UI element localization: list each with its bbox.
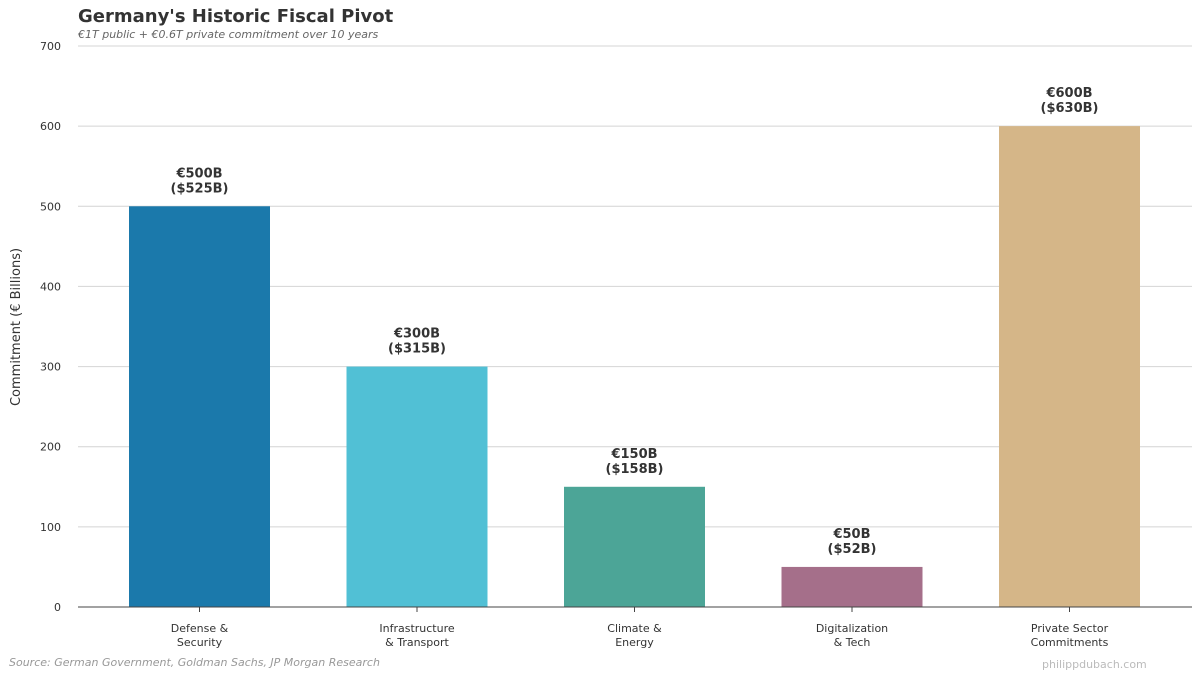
data-label: €150B [610, 447, 657, 462]
x-tick-label: Defense & [171, 622, 229, 635]
y-tick-label: 0 [54, 601, 61, 614]
data-label: €50B [832, 527, 870, 542]
x-tick-label: Security [177, 636, 223, 649]
data-label: ($525B) [171, 181, 229, 196]
bar [564, 486, 705, 607]
y-axis-ticks: 0 100 200 300 400 500 600 700 [40, 40, 61, 614]
bars [129, 126, 1140, 608]
y-tick-label: 200 [40, 441, 61, 454]
data-label: ($158B) [606, 462, 664, 477]
data-label: €600B [1045, 86, 1092, 101]
data-label: ($52B) [828, 542, 877, 557]
y-tick-label: 400 [40, 280, 61, 293]
x-tick-label: Climate & [607, 622, 662, 635]
bar [999, 126, 1140, 608]
x-tick-label: & Tech [834, 636, 871, 649]
x-tick-label: Private Sector [1031, 622, 1109, 635]
source-note: Source: German Government, Goldman Sachs… [9, 656, 380, 669]
y-axis-label: Commitment (€ Billions) [9, 248, 24, 406]
x-tick-label: Infrastructure [379, 622, 455, 635]
data-label: ($315B) [388, 342, 446, 357]
y-tick-label: 100 [40, 521, 61, 534]
x-tick-label: & Transport [385, 636, 449, 649]
bar [781, 566, 923, 607]
x-tick-label: Energy [615, 636, 654, 649]
data-label: €500B [175, 166, 222, 181]
bar [129, 206, 270, 608]
x-tick-label: Digitalization [816, 622, 888, 635]
chart-subtitle: €1T public + €0.6T private commitment ov… [78, 28, 379, 41]
bar [346, 366, 488, 607]
x-axis-ticks: Defense &Security Infrastructure& Transpo… [171, 607, 1109, 649]
data-label: ($630B) [1041, 101, 1099, 116]
chart-title: Germany's Historic Fiscal Pivot [78, 6, 394, 27]
data-labels: €500B($525B) €300B($315B) €150B($158B) €50B… [171, 86, 1099, 557]
data-label: €300B [393, 327, 440, 342]
y-tick-label: 300 [40, 361, 61, 374]
y-tick-label: 500 [40, 200, 61, 213]
y-tick-label: 600 [40, 120, 61, 133]
y-tick-label: 700 [40, 40, 61, 53]
watermark: philippdubach.com [1042, 658, 1147, 671]
x-tick-label: Commitments [1031, 636, 1109, 649]
